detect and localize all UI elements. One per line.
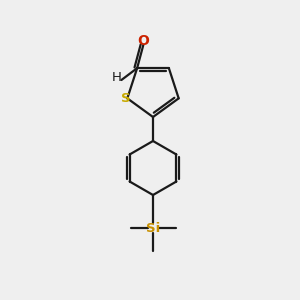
Text: H: H	[112, 71, 122, 84]
Text: O: O	[137, 34, 149, 48]
Text: S: S	[121, 92, 130, 105]
Text: Si: Si	[146, 221, 160, 235]
